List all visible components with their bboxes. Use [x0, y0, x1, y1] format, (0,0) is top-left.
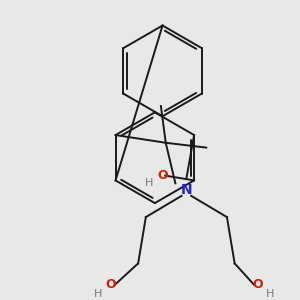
Text: H: H: [266, 289, 275, 299]
Text: O: O: [157, 169, 168, 182]
Text: H: H: [145, 178, 153, 188]
Text: N: N: [181, 183, 192, 197]
Text: O: O: [106, 278, 116, 291]
Text: O: O: [253, 278, 263, 291]
Text: H: H: [93, 289, 102, 299]
